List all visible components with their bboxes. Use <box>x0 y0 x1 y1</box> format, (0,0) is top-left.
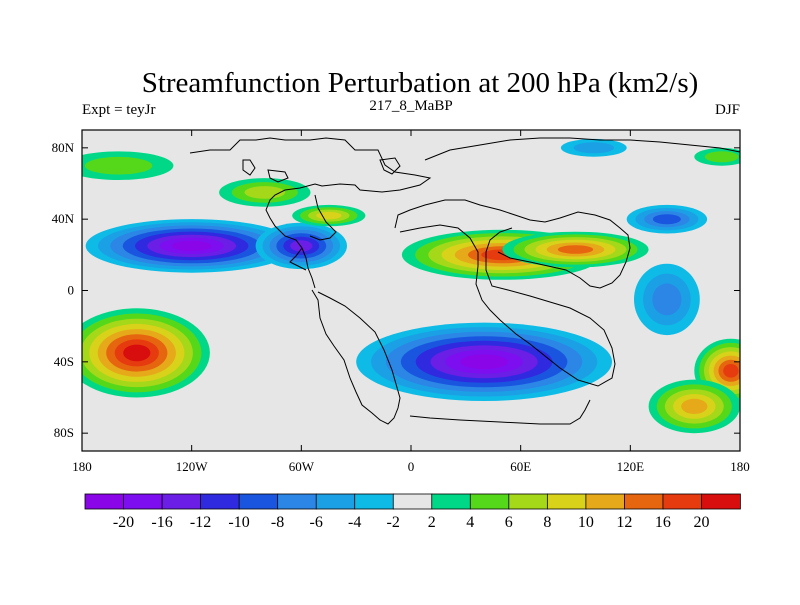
colorbar-label-15: 20 <box>694 514 710 531</box>
y-tick-label-0: 80N <box>52 140 75 155</box>
coastline-east-us <box>309 194 337 241</box>
contour-band-10-1 <box>704 151 739 163</box>
colorbar-label-2: -12 <box>190 514 211 531</box>
colorbar: -20 -16 -12 -10 -8 -6 -4 -2 2 4 6 8 10 12 16 20 <box>84 493 741 531</box>
colorbar-swatch-3 <box>200 493 240 510</box>
contour-band-5-3 <box>652 214 681 225</box>
colorbar-swatch-5 <box>277 493 317 510</box>
coastline-europe <box>394 199 631 289</box>
colorbar-label-4: -8 <box>271 514 284 531</box>
colorbar-label-1: -16 <box>151 514 172 531</box>
y-tick-label-4: 80S <box>54 425 74 440</box>
chart-title: Streamfunction Perturbation at 200 hPa (… <box>142 67 699 99</box>
plot-background <box>82 130 740 451</box>
colorbar-label-9: 4 <box>466 514 474 531</box>
x-tick-label-1: 120W <box>176 459 209 474</box>
colorbar-swatch-13 <box>585 493 626 510</box>
contour-band-11-6 <box>723 364 739 378</box>
contour-band-7-3 <box>316 211 342 220</box>
colorbar-label-14: 16 <box>655 514 671 531</box>
colorbar-swatch-14 <box>624 493 664 510</box>
coastline-asia <box>424 137 740 161</box>
colorbar-label-7: -2 <box>387 514 400 531</box>
colorbar-label-6: -4 <box>348 514 361 531</box>
coastline <box>189 137 740 425</box>
colorbar-label-13: 12 <box>616 514 632 531</box>
y-tick-label-1: 40N <box>52 211 75 226</box>
coastline-africa <box>399 224 616 387</box>
x-tick-label-5: 120E <box>617 459 645 474</box>
colorbar-swatch-16 <box>701 493 741 510</box>
colorbar-swatch-4 <box>238 493 279 510</box>
contour-band-4-7 <box>460 354 508 370</box>
colorbar-swatch-10 <box>469 493 510 510</box>
contour-band-9-1 <box>573 142 614 154</box>
y-tick-label-2: 0 <box>68 283 75 298</box>
x-tick-label-4: 60E <box>510 459 531 474</box>
colorbar-swatch-11 <box>508 493 549 510</box>
x-axis: 180 120W 60W 0 60E 120E 180 <box>72 130 750 474</box>
contour-band-8-1 <box>84 156 153 175</box>
x-tick-label-3: 0 <box>408 459 415 474</box>
x-tick-label-2: 60W <box>289 459 315 474</box>
coastline-north-america <box>189 137 432 289</box>
colorbar-label-12: 10 <box>578 514 594 531</box>
case-label: 217_8_MaBP <box>369 98 452 114</box>
colorbar-swatch-6 <box>315 493 356 510</box>
coastline-south-america <box>311 289 401 425</box>
colorbar-label-0: -20 <box>113 514 134 531</box>
colorbar-swatch-15 <box>662 493 703 510</box>
contour-band-2-7 <box>172 240 212 251</box>
coastline-antarctica <box>409 399 591 425</box>
contour-band-12-4 <box>681 398 708 414</box>
coastline-canada <box>242 159 256 176</box>
coastline-canada-east <box>267 169 289 183</box>
colorbar-label-11: 8 <box>543 514 551 531</box>
contour-band-1-5 <box>557 245 594 254</box>
colorbar-swatch-8 <box>392 493 433 510</box>
contour-band-14-2 <box>652 283 682 316</box>
coastline-greenland <box>379 157 401 175</box>
colorbar-swatch-12 <box>546 493 587 510</box>
colorbar-label-5: -6 <box>310 514 323 531</box>
x-tick-label-6: 180 <box>730 459 750 474</box>
colorbar-swatch-0 <box>84 493 125 510</box>
colorbar-swatch-2 <box>161 493 202 510</box>
season-label: DJF <box>715 102 740 118</box>
coastline-central-america <box>289 247 307 271</box>
contour-band-3-5 <box>290 240 313 252</box>
contour-band-6-7 <box>123 344 151 362</box>
contour-field <box>82 138 740 434</box>
colorbar-label-8: 2 <box>428 514 436 531</box>
colorbar-swatch-7 <box>354 493 395 510</box>
colorbar-label-3: -10 <box>228 514 249 531</box>
contour-band-13-2 <box>244 186 286 199</box>
colorbar-swatch-9 <box>431 493 472 510</box>
y-tick-label-3: 40S <box>54 354 74 369</box>
colorbar-label-10: 6 <box>505 514 513 531</box>
colorbar-swatch-1 <box>123 493 163 510</box>
y-axis: 80N 40N 0 40S 80S <box>52 140 740 440</box>
experiment-label: Expt = teyJr <box>82 102 155 118</box>
x-tick-label-0: 180 <box>72 459 92 474</box>
